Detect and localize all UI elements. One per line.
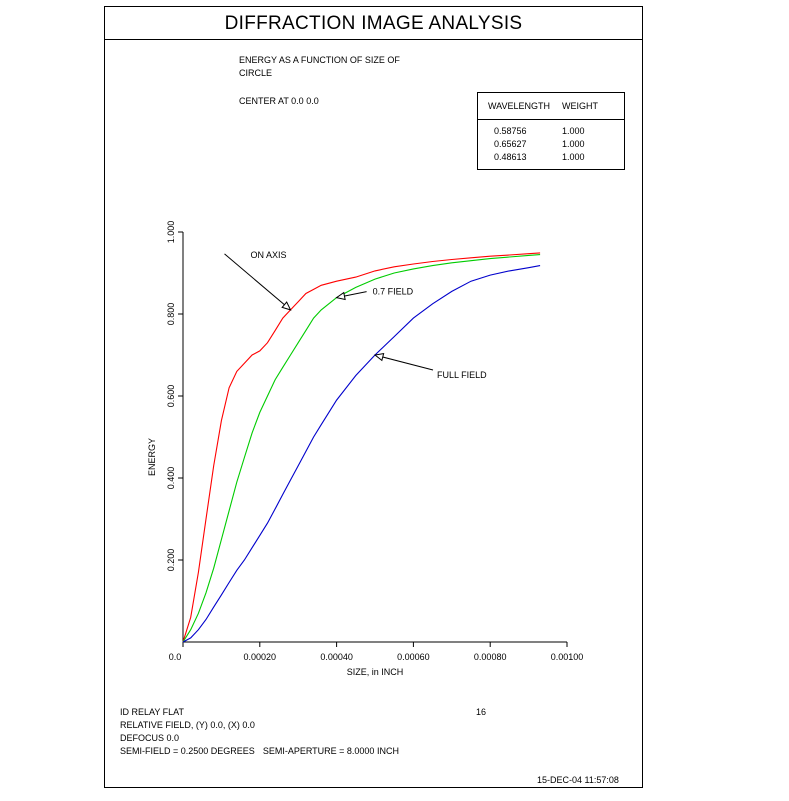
- subtitle-line2: CIRCLE: [239, 68, 273, 78]
- series-0-7-field: [182, 254, 541, 643]
- y-tick-label: 0.600: [166, 385, 176, 408]
- wavelength-value: 0.58756: [494, 126, 527, 136]
- series-full-field: [182, 265, 541, 643]
- system-name: ID RELAY FLAT: [120, 707, 185, 717]
- page-title: DIFFRACTION IMAGE ANALYSIS: [105, 7, 642, 40]
- y-axis-label: ENERGY: [147, 438, 157, 476]
- wavelength-table-header: WAVELENGTH WEIGHT: [478, 93, 624, 120]
- x-axis-label: SIZE, in INCH: [347, 667, 404, 677]
- x-tick-label: 0.00100: [551, 652, 584, 662]
- semi-field: SEMI-FIELD = 0.2500 DEGREES SEMI-APERTURE…: [120, 746, 399, 756]
- defocus: DEFOCUS 0.0: [120, 733, 180, 743]
- weight-value: 1.000: [562, 152, 585, 162]
- annotation-label: FULL FIELD: [437, 370, 487, 380]
- relative-field: RELATIVE FIELD, (Y) 0.0, (X) 0.0: [120, 720, 255, 730]
- page-number: 16: [476, 707, 487, 717]
- annotation-arrow: [224, 253, 291, 311]
- x-tick-label: 0.00080: [474, 652, 507, 662]
- plot-frame: DIFFRACTION IMAGE ANALYSIS ENERGY AS A F…: [104, 6, 643, 788]
- y-tick-label: 1.000: [166, 221, 176, 244]
- x-tick-label: 0.00020: [244, 652, 277, 662]
- weight-header: WEIGHT: [562, 101, 598, 111]
- annotation-arrowhead: [335, 291, 346, 301]
- annotation-label: 0.7 FIELD: [373, 287, 414, 297]
- timestamp: 15-DEC-04 11:57:08: [537, 775, 619, 785]
- annotation-arrow: [374, 354, 434, 371]
- x-tick-label: 0.00060: [397, 652, 430, 662]
- weight-value: 1.000: [562, 139, 585, 149]
- annotation-label: ON AXIS: [251, 250, 287, 260]
- wavelength-table: WAVELENGTH WEIGHT 0.58756 1.000 0.65627 …: [477, 92, 625, 170]
- y-tick-label: 0.800: [166, 303, 176, 326]
- wavelength-header: WAVELENGTH: [488, 101, 551, 111]
- annotation-arrowhead: [373, 352, 385, 362]
- y-tick-label: 0.200: [166, 549, 176, 572]
- y-tick-label: 0.400: [166, 467, 176, 490]
- center-label: CENTER AT 0.0 0.0: [239, 96, 319, 106]
- subtitle-line1: ENERGY AS A FUNCTION OF SIZE OF: [239, 55, 400, 65]
- semi-aperture: SEMI-APERTURE = 8.0000 INCH: [262, 746, 399, 756]
- annotation-arrowhead: [281, 301, 292, 311]
- wavelength-value: 0.65627: [494, 139, 527, 149]
- weight-value: 1.000: [562, 126, 585, 136]
- x-tick-label: 0.0: [169, 652, 182, 662]
- wavelength-value: 0.48613: [494, 152, 527, 162]
- series-on-axis: [182, 252, 541, 643]
- x-tick-label: 0.00040: [320, 652, 353, 662]
